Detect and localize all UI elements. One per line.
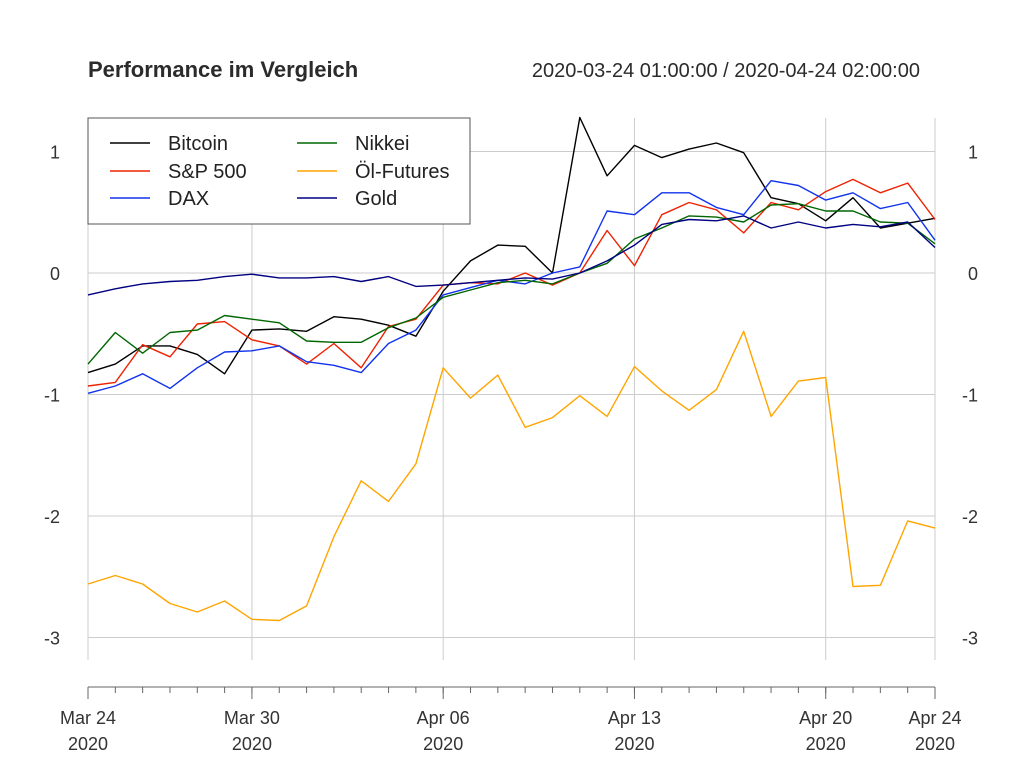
x-tick-label: Mar 24 [60, 708, 116, 728]
x-tick-label: Apr 06 [417, 708, 470, 728]
series-lines [87, 116, 936, 622]
series-line-gold [87, 215, 936, 296]
x-tick-year: 2020 [68, 734, 108, 754]
chart-title: Performance im Vergleich [88, 57, 358, 82]
y-tick-label-right: -3 [962, 629, 978, 649]
y-tick-labels-left: 1 0 -1 -2 -3 [44, 143, 60, 649]
x-tick-year: 2020 [915, 734, 955, 754]
y-tick-label: -3 [44, 629, 60, 649]
x-tick-year: 2020 [423, 734, 463, 754]
legend-label-s-p-500: S&P 500 [168, 161, 247, 183]
x-tick-year: 2020 [232, 734, 272, 754]
y-tick-label-right: 0 [968, 264, 978, 284]
y-tick-label-right: 1 [968, 143, 978, 163]
chart-subtitle: 2020-03-24 01:00:00 / 2020-04-24 02:00:0… [532, 60, 920, 82]
legend-label-nikkei: Nikkei [355, 133, 409, 155]
legend: Bitcoin S&P 500 DAX Nikkei Öl-Futures Gold [87, 117, 471, 225]
series-line--l-futures [87, 330, 936, 622]
y-tick-label: -2 [44, 507, 60, 527]
legend-label-dax: DAX [168, 188, 209, 210]
legend-label-gold: Gold [355, 188, 397, 210]
legend-box [87, 117, 471, 225]
x-tick-label: Apr 24 [908, 708, 961, 728]
y-tick-label: 1 [50, 143, 60, 163]
legend-label-bitcoin: Bitcoin [168, 133, 228, 155]
x-tick-year: 2020 [806, 734, 846, 754]
y-tick-label: 0 [50, 264, 60, 284]
legend-label--l-futures: Öl-Futures [355, 161, 449, 183]
y-tick-label-right: -2 [962, 507, 978, 527]
x-tick-label: Apr 13 [608, 708, 661, 728]
series-line-bitcoin [87, 116, 936, 375]
y-tick-labels-right: 1 0 -1 -2 -3 [962, 143, 978, 649]
x-axis: Mar 24 2020 Mar 30 2020 Apr 06 2020 Apr 13 2020… [60, 686, 962, 754]
x-tick-label: Mar 30 [224, 708, 280, 728]
series-line-nikkei [87, 202, 936, 365]
y-tick-label: -1 [44, 386, 60, 406]
x-tick-year: 2020 [614, 734, 654, 754]
y-tick-label-right: -1 [962, 386, 978, 406]
x-tick-label: Apr 20 [799, 708, 852, 728]
